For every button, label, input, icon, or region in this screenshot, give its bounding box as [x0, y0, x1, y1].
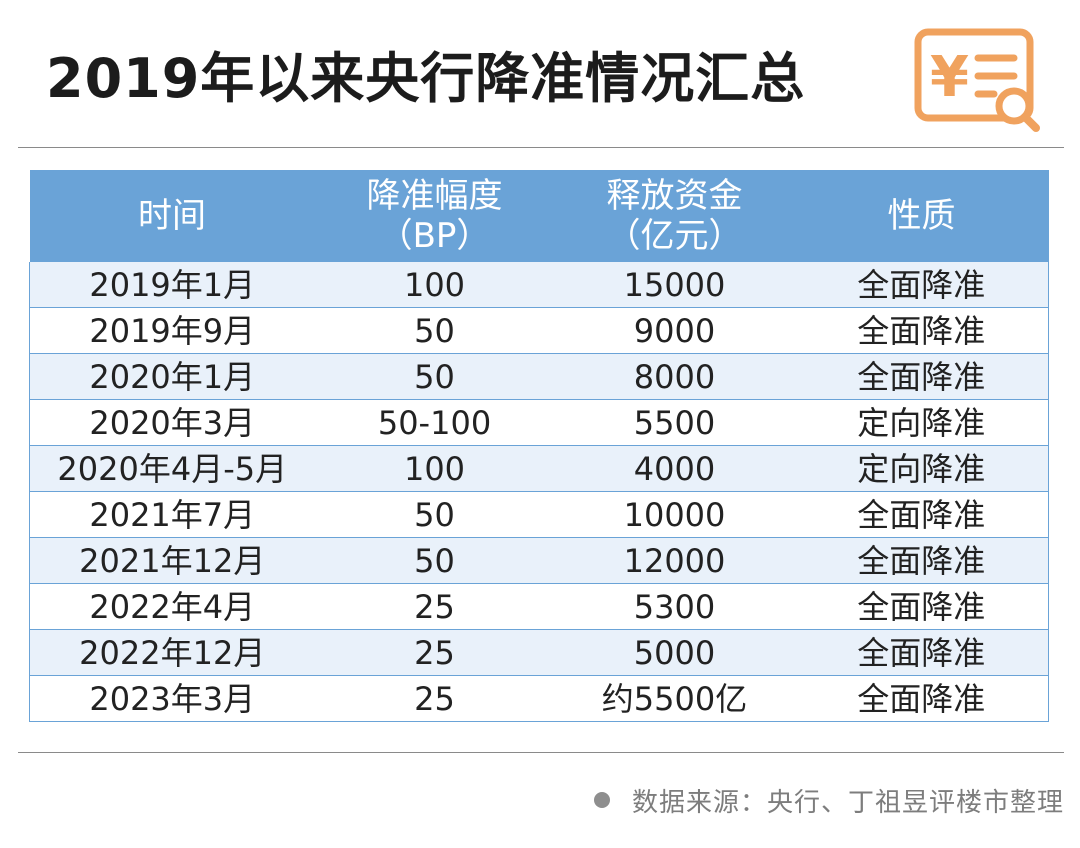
cell-nature: 全面降准	[794, 675, 1049, 722]
yuan-glyph: ¥	[930, 45, 969, 110]
table-row: 2020年3月 50-100 5500 定向降准	[29, 399, 1049, 446]
cell-time: 2022年4月	[29, 583, 315, 630]
header-bp: 降准幅度 （BP）	[314, 170, 555, 262]
bottom-divider	[18, 752, 1064, 753]
cell-funds: 5000	[554, 629, 795, 676]
yuan-receipt-search-icon: ¥	[914, 28, 1040, 132]
table-row: 2023年3月 25 约5500亿 全面降准	[29, 675, 1049, 722]
cell-nature: 定向降准	[794, 399, 1049, 446]
cell-nature: 全面降准	[794, 537, 1049, 584]
cell-funds: 5300	[554, 583, 795, 630]
cell-bp: 25	[314, 675, 555, 722]
cell-funds: 15000	[554, 262, 795, 308]
cell-time: 2021年7月	[29, 491, 315, 538]
cell-nature: 全面降准	[794, 491, 1049, 538]
cell-time: 2020年4月-5月	[29, 445, 315, 492]
cell-bp: 100	[314, 262, 555, 308]
table-row: 2022年12月 25 5000 全面降准	[29, 629, 1049, 676]
cell-bp: 25	[314, 583, 555, 630]
cell-bp: 50	[314, 307, 555, 354]
table-row: 2019年9月 50 9000 全面降准	[29, 307, 1049, 354]
cell-nature: 全面降准	[794, 353, 1049, 400]
cell-bp: 50	[314, 353, 555, 400]
cell-funds: 10000	[554, 491, 795, 538]
cell-funds: 约5500亿	[554, 675, 795, 722]
rrr-cut-table: 时间 降准幅度 （BP） 释放资金 （亿元） 性质 2019年1月 100 1500…	[29, 170, 1049, 722]
source-text: 数据来源：央行、丁祖昱评楼市整理	[631, 787, 1064, 818]
top-divider	[18, 147, 1064, 148]
header-funds: 释放资金 （亿元）	[554, 170, 795, 262]
cell-time: 2021年12月	[29, 537, 315, 584]
cell-time: 2019年1月	[29, 262, 315, 308]
cell-time: 2020年3月	[29, 399, 315, 446]
header-nature: 性质	[794, 170, 1049, 262]
source-note: 数据来源：央行、丁祖昱评楼市整理	[593, 780, 1064, 820]
cell-nature: 全面降准	[794, 307, 1049, 354]
table-row: 2019年1月 100 15000 全面降准	[29, 262, 1049, 308]
cell-bp: 50-100	[314, 399, 555, 446]
table-row: 2021年12月 50 12000 全面降准	[29, 537, 1049, 584]
table-header-row: 时间 降准幅度 （BP） 释放资金 （亿元） 性质	[29, 170, 1049, 262]
cell-funds: 9000	[554, 307, 795, 354]
table-row: 2020年1月 50 8000 全面降准	[29, 353, 1049, 400]
cell-time: 2022年12月	[29, 629, 315, 676]
cell-nature: 定向降准	[794, 445, 1049, 492]
cell-time: 2020年1月	[29, 353, 315, 400]
cell-funds: 4000	[554, 445, 795, 492]
page-title: 2019年以来央行降准情况汇总	[46, 47, 806, 110]
cell-nature: 全面降准	[794, 262, 1049, 308]
cell-bp: 50	[314, 537, 555, 584]
table-row: 2020年4月-5月 100 4000 定向降准	[29, 445, 1049, 492]
cell-bp: 25	[314, 629, 555, 676]
cell-funds: 12000	[554, 537, 795, 584]
table-row: 2022年4月 25 5300 全面降准	[29, 583, 1049, 630]
cell-time: 2023年3月	[29, 675, 315, 722]
cell-bp: 100	[314, 445, 555, 492]
table-row: 2021年7月 50 10000 全面降准	[29, 491, 1049, 538]
bullet-dot-icon	[593, 792, 610, 808]
cell-bp: 50	[314, 491, 555, 538]
cell-time: 2019年9月	[29, 307, 315, 354]
cell-nature: 全面降准	[794, 629, 1049, 676]
cell-funds: 5500	[554, 399, 795, 446]
cell-nature: 全面降准	[794, 583, 1049, 630]
cell-funds: 8000	[554, 353, 795, 400]
header-time: 时间	[29, 170, 315, 262]
